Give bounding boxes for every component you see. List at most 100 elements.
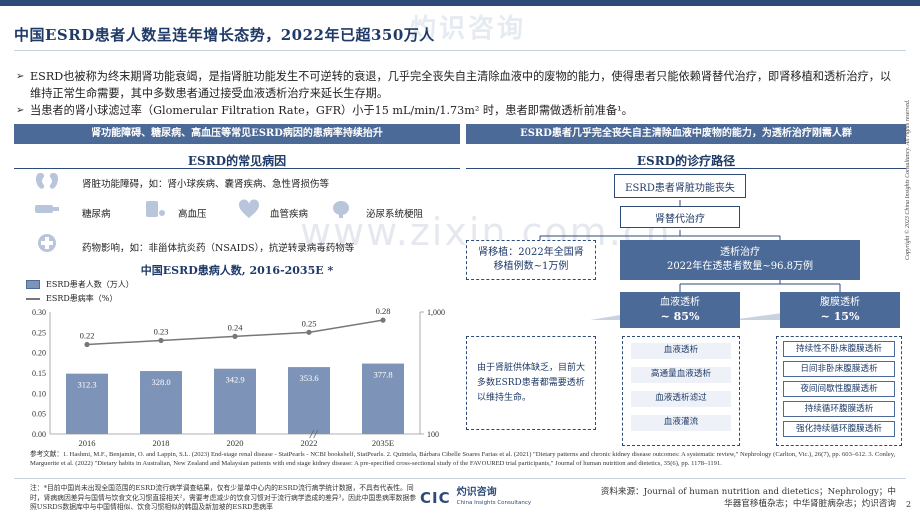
causes-title: ESRD的常见病因 (187, 154, 287, 168)
hd-list: 血液透析 高通量血液透析 血液透析滤过 血液灌流 (622, 336, 740, 446)
bullet-1-text: ESRD也被称为终末期肾功能衰竭，是指肾脏功能发生不可逆转的衰退，几乎完全丧失自… (30, 70, 892, 100)
footnote: 注：*目前中国尚未出现全国范围的ESRD流行病学调查结果，仅有少量单中心内的ES… (30, 484, 417, 511)
bar-value-label: 342.9 (225, 375, 244, 385)
x-tick-label: 2016 (79, 438, 96, 448)
hd-note-text: 由于肾脏供体缺乏，目前大多数ESRD患者都需要透析以维持生命。 (477, 362, 586, 403)
kidney-icon (34, 170, 60, 192)
legend-line-label: ESRD患病率（%） (46, 294, 118, 303)
pathway-divider (466, 168, 906, 169)
hd-note: 由于肾脏供体缺乏，目前大多数ESRD患者都需要透析以维持生命。 (466, 336, 596, 430)
chart-bar (288, 367, 330, 434)
banner-left: 肾功能障碍、糖尿病、高血压等常见ESRD病因的患病率持续抬升 (14, 124, 460, 144)
bullet-2-text: 当患者的肾小球滤过率（Glomerular Filtration Rate，GF… (30, 104, 633, 117)
hd-title: 血液透析 (660, 297, 700, 308)
line-value-label: 0.28 (376, 306, 391, 316)
pd-item: 夜间间歇性腹膜透析 (783, 381, 895, 397)
line-value-label: 0.25 (302, 318, 317, 328)
causes-divider (14, 168, 460, 169)
pd-item: 持续循环腹膜透析 (783, 401, 895, 417)
y-right-tick-label: 100 (427, 430, 439, 439)
chart-title: 中国ESRD患病人数, 2016-2035E * (140, 264, 334, 277)
pd-item: 日间非卧床腹膜透析 (783, 361, 895, 377)
blood-pressure-icon (142, 198, 168, 220)
bullet-2: ➢ 当患者的肾小球滤过率（Glomerular Filtration Rate，… (16, 102, 900, 119)
cause-drug: 药物影响，如：非甾体抗炎药（NSAIDS），抗逆转录病毒药物等 (82, 243, 355, 254)
prevalence-point (232, 333, 238, 339)
hd-item: 血液透析滤过 (631, 391, 731, 407)
bar-value-label: 353.6 (299, 373, 318, 383)
arrow-bullet-icon: ➢ (16, 71, 25, 82)
chart-bar (140, 371, 182, 434)
pathway-pd: 腹膜透析 ~ 15% (780, 292, 900, 328)
prevalence-point (306, 329, 312, 335)
urinary-icon (328, 198, 354, 220)
banner-right: ESRD患者几乎完全丧失自主清除血液中废物的能力，为透析治疗刚需人群 (466, 124, 906, 144)
legend-bar-label: ESRD患者人数（万人） (46, 280, 134, 289)
prevalence-point (84, 341, 90, 348)
bar-value-label: 377.8 (373, 370, 392, 380)
pathway-title: ESRD的诊疗路径 (636, 154, 736, 168)
x-tick-label: 2020 (227, 438, 244, 448)
title-divider (14, 50, 906, 51)
y-left-tick-label: 0.10 (32, 389, 46, 398)
chart-bar (214, 368, 256, 434)
legend-line: ESRD患病率（%） (26, 293, 117, 304)
chart-bar (66, 373, 108, 434)
pd-title: 腹膜透析 (820, 297, 860, 308)
pill-icon (34, 232, 60, 254)
source-note: 资料来源：Journal of human nutrition and diet… (600, 487, 896, 509)
line-value-label: 0.24 (228, 322, 244, 332)
bullet-1: ➢ ESRD也被称为终末期肾功能衰竭，是指肾脏功能发生不可逆转的衰退，几乎完全丧… (16, 68, 900, 102)
cause-vascular: 血管疾病 (270, 209, 309, 220)
x-tick-label: 2022 (301, 438, 318, 448)
line-value-label: 0.23 (154, 326, 169, 336)
x-tick-label: 2018 (153, 438, 170, 448)
cause-urinary: 泌尿系统梗阻 (366, 209, 424, 220)
y-left-tick-label: 0.20 (32, 349, 46, 358)
y-right-tick-label: 1,000 (427, 308, 445, 317)
x-tick-label: 2035E (372, 438, 394, 448)
arrow-bullet-icon: ➢ (16, 105, 25, 116)
axis-break (309, 429, 315, 439)
pd-pct: ~ 15% (820, 310, 860, 323)
pd-item: 持续性不卧床腹膜透析 (783, 341, 895, 357)
transplant-text: 肾移植：2022年全国肾移植例数~1万例 (478, 247, 584, 272)
y-left-tick-label: 0.15 (32, 369, 46, 378)
hd-item: 血液灌流 (631, 415, 731, 431)
watermark: 灼识咨询 (410, 14, 527, 44)
esrd-chart: 0.30 0.25 0.20 0.15 0.10 0.05 0.00 1,000 100 312.… (32, 306, 445, 448)
bar-value-label: 328.0 (151, 377, 170, 387)
dialysis-title: 透析治疗 (720, 247, 760, 258)
y-left-tick-label: 0.30 (32, 308, 46, 317)
pathway-transplant: 肾移植：2022年全国肾移植例数~1万例 (466, 240, 596, 280)
y-left-tick-label: 0.25 (32, 328, 46, 337)
legend-bar: ESRD患者人数（万人） (26, 279, 134, 290)
axis-break (313, 429, 319, 439)
logo-mark: CIC (420, 489, 451, 507)
hd-item: 高通量血液透析 (631, 367, 731, 383)
dialysis-sub: 2022年在透患者数量~96.8万例 (666, 261, 814, 272)
references: 参考文献：1. Hashmi, M.F., Benjamin, O. and L… (30, 451, 896, 467)
prevalence-point (158, 337, 164, 344)
y-left-tick-label: 0.00 (32, 430, 46, 439)
y-left-tick-label: 0.05 (32, 410, 46, 419)
heart-icon (236, 198, 262, 220)
pd-list: 持续性不卧床腹膜透析 日间非卧床腹膜透析 夜间间歇性腹膜透析 持续循环腹膜透析 … (776, 336, 902, 446)
footer-divider (14, 478, 906, 479)
page-number: 2 (906, 500, 912, 509)
logo-name: 灼识咨询 (456, 487, 497, 498)
line-value-label: 0.22 (80, 331, 95, 341)
copyright: Copyright © 2023 China Insights Consulta… (905, 99, 911, 260)
top-accent-bar (0, 0, 920, 6)
pd-item: 强化持续循环腹膜透析 (783, 421, 895, 437)
glucose-meter-icon (34, 198, 60, 220)
legend-bar-swatch (26, 280, 40, 289)
chart-bar (362, 363, 404, 434)
prevalence-point (380, 317, 386, 323)
pathway-root: ESRD患者肾脏功能丧失 (614, 174, 746, 198)
logo-sub: China Insights Consultancy (456, 500, 532, 506)
page-title: 中国ESRD患者人数呈连年增长态势，2022年已超350万人 (14, 26, 435, 44)
cause-hypertension: 高血压 (178, 209, 207, 220)
cic-logo: CIC 灼识咨询 China Insights Consultancy (420, 488, 531, 508)
pathway-therapy: 肾替代治疗 (620, 206, 740, 228)
